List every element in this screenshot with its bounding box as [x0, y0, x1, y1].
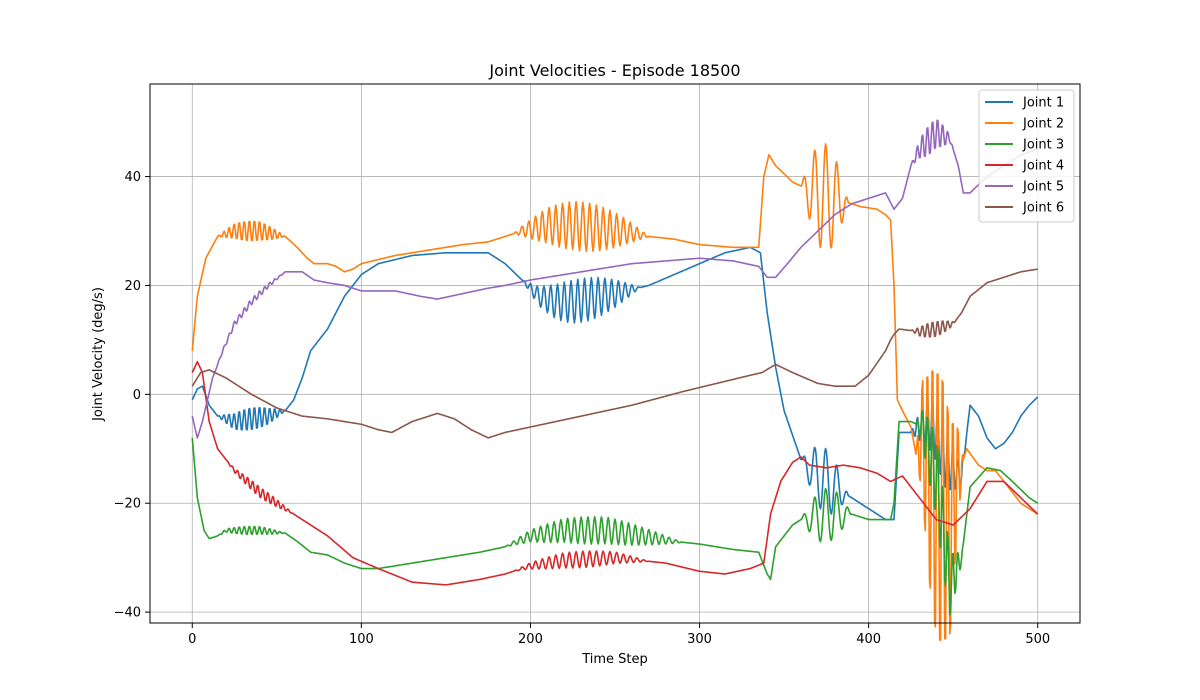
series-line-joint-3	[191, 409, 1039, 616]
y-tick-label: 20	[124, 279, 141, 294]
series-line-joint-1	[191, 246, 1039, 521]
x-tick-label: 500	[1025, 632, 1050, 647]
x-tick-label: 100	[349, 632, 374, 647]
series-line-joint-6	[191, 268, 1038, 439]
legend-label: Joint 4	[1022, 159, 1064, 174]
series-line-joint-4	[191, 360, 1039, 586]
grid	[150, 84, 1080, 623]
y-tick-label: −40	[114, 606, 141, 621]
x-tick-label: 0	[188, 632, 196, 647]
legend-label: Joint 3	[1022, 138, 1064, 153]
series-line-joint-5	[191, 119, 1038, 439]
x-axis-title: Time Step	[581, 652, 648, 667]
y-axis-title: Joint Velocity (deg/s)	[91, 287, 106, 422]
y-tick-label: 0	[133, 388, 141, 403]
series-line-joint-2	[191, 143, 1039, 642]
plot-area-frame	[149, 83, 1081, 624]
x-tick-label: 300	[687, 632, 712, 647]
series-lines	[191, 119, 1039, 642]
legend-label: Joint 6	[1022, 201, 1064, 216]
y-tick-label: −20	[114, 497, 141, 512]
y-tick-label: 40	[124, 170, 141, 185]
legend-label: Joint 1	[1022, 96, 1064, 111]
x-tick-label: 200	[518, 632, 543, 647]
chart-title: Joint Velocities - Episode 18500	[488, 61, 740, 80]
legend: Joint 1 Joint 2 Joint 3 Joint 4 Joint 5 Joint…	[978, 89, 1075, 223]
legend-label: Joint 5	[1022, 180, 1064, 195]
legend-label: Joint 2	[1022, 117, 1064, 132]
axis-ticks: 0 100 200 300 400 500 −40 −20 0 20 40	[114, 170, 1051, 647]
x-tick-label: 400	[856, 632, 881, 647]
